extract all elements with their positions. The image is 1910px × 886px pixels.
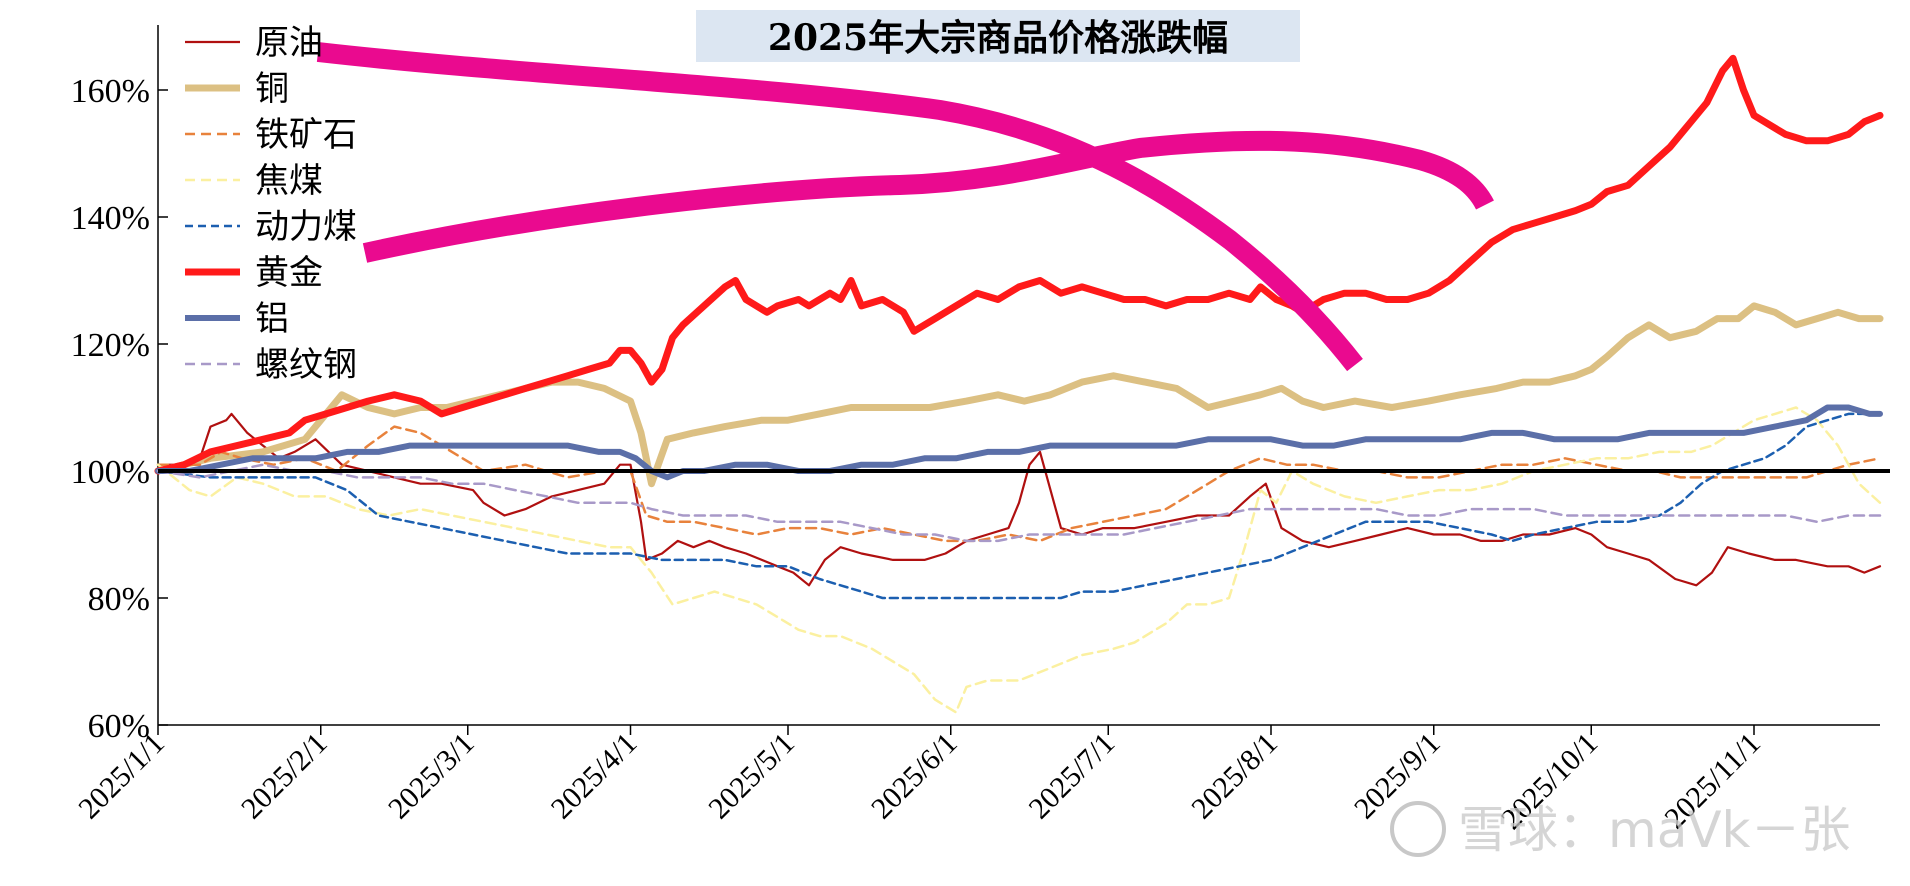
- annotation-stroke-1: [316, 42, 1363, 372]
- x-tick-label: 2025/4/1: [545, 727, 644, 826]
- chart-title: 2025年大宗商品价格涨跌幅: [768, 17, 1228, 59]
- series-line-4: [156, 406, 1882, 714]
- legend-label-1: 原油: [255, 23, 323, 63]
- x-tick-label: 2025/5/1: [702, 727, 801, 826]
- y-tick-label: 100%: [71, 454, 150, 491]
- x-tick-label: 2025/6/1: [865, 727, 964, 826]
- legend-label-7: 铝: [255, 299, 289, 339]
- legend-label-4: 焦煤: [255, 161, 323, 201]
- x-tick-label: 2025/8/1: [1185, 727, 1284, 826]
- annotation-stroke-2: [362, 130, 1494, 263]
- watermark-text: 雪球：maVk－张: [1458, 801, 1851, 859]
- legend-label-6: 黄金: [255, 253, 323, 293]
- y-tick-label: 60%: [88, 708, 150, 745]
- legend-label-2: 铜: [255, 69, 289, 109]
- chart-title-background: [696, 10, 1300, 62]
- series-line-2: [154, 302, 1884, 488]
- x-tick-label: 2025/7/1: [1022, 727, 1121, 826]
- legend-label-5: 动力煤: [255, 207, 357, 247]
- y-tick-label: 120%: [71, 327, 150, 364]
- y-tick-label: 140%: [71, 200, 150, 237]
- watermark: 雪球：maVk－张: [1390, 801, 1851, 859]
- annotation-strokes: [316, 42, 1494, 372]
- y-tick-label: 160%: [71, 73, 150, 110]
- series-line-5: [156, 412, 1882, 600]
- watermark-logo-icon: [1390, 801, 1446, 857]
- legend-label-3: 铁矿石: [255, 115, 357, 155]
- series-line-8: [156, 463, 1882, 543]
- x-tick-label: 2025/2/1: [235, 727, 334, 826]
- x-tick-label: 2025/3/1: [382, 727, 481, 826]
- y-tick-label: 80%: [88, 581, 150, 618]
- legend-label-8: 螺纹钢: [255, 345, 357, 385]
- series-line-3: [156, 425, 1882, 543]
- series-layer: [154, 54, 1884, 714]
- series-line-7: [155, 404, 1883, 481]
- series-line-6: [154, 54, 1884, 475]
